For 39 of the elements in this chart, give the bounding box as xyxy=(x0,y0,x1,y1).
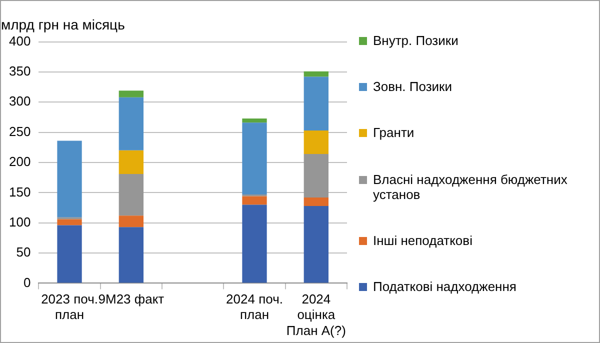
legend-label: Інші неподаткові xyxy=(373,232,472,248)
legend-label: Власні надходження бюджетних установ xyxy=(373,172,568,202)
legend-label: Внутр. Позики xyxy=(373,33,458,48)
bar xyxy=(57,225,82,283)
y-tick-label: 150 xyxy=(8,184,31,200)
bar xyxy=(304,154,328,198)
bar xyxy=(57,140,82,218)
y-tick-label: 200 xyxy=(8,154,31,170)
legend-label: Зовн. Позики xyxy=(373,79,452,94)
bar xyxy=(118,150,144,174)
bar xyxy=(304,206,328,283)
bar xyxy=(304,130,328,154)
y-tick-label: 350 xyxy=(8,64,31,79)
bar xyxy=(118,174,144,216)
y-tick-label: 50 xyxy=(16,244,31,260)
bar xyxy=(118,227,144,283)
bar xyxy=(304,198,328,206)
bar xyxy=(304,76,328,131)
y-tick-label: 400 xyxy=(8,33,31,48)
y-tick-label: 300 xyxy=(8,94,31,109)
y-tick-label: 250 xyxy=(8,124,31,139)
x-tick-label: 2024 поч. план xyxy=(226,292,283,322)
bar xyxy=(242,196,267,205)
bar xyxy=(304,71,328,77)
y-tick-label: 100 xyxy=(8,214,31,230)
bar xyxy=(118,216,144,228)
bar xyxy=(118,90,144,98)
bar xyxy=(242,118,267,123)
chart-title: млрд грн на місяць xyxy=(1,16,125,32)
bar xyxy=(242,122,267,194)
bar xyxy=(118,97,144,150)
x-tick-label: 9M23 факт xyxy=(98,292,164,307)
x-tick-label: 2023 поч. план xyxy=(41,292,98,322)
legend-label: Податкові надходження xyxy=(373,278,516,294)
bar xyxy=(242,204,267,283)
x-tick-label: 2024 оцінка План А(?) xyxy=(286,292,346,338)
y-tick-label: 0 xyxy=(23,274,31,290)
legend-label: Гранти xyxy=(373,125,414,140)
bar xyxy=(57,219,82,226)
